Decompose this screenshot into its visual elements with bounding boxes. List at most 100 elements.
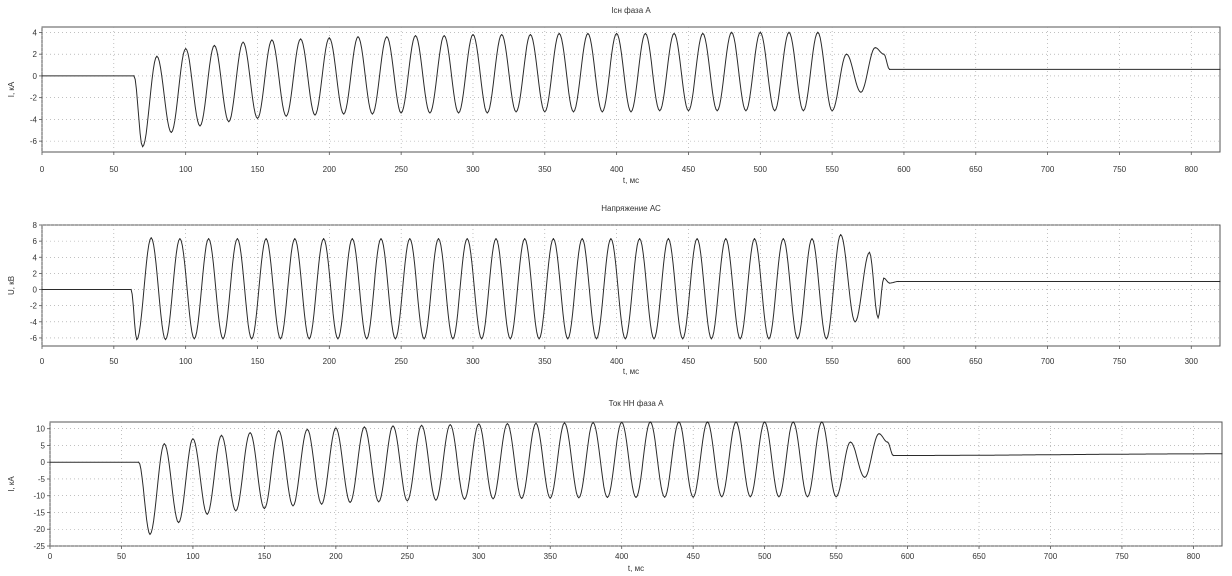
data-point <box>889 68 891 70</box>
x-tick-label: 650 <box>969 357 983 366</box>
data-point <box>521 497 523 499</box>
data-point <box>435 499 437 501</box>
data-point <box>41 75 43 77</box>
data-point <box>449 424 451 426</box>
data-point <box>343 113 345 115</box>
y-tick-label: -2 <box>30 302 38 311</box>
x-tick-label: 200 <box>329 552 343 561</box>
data-point <box>133 75 135 77</box>
x-axis-label: t, мс <box>623 176 639 185</box>
data-point <box>538 338 540 340</box>
x-tick-label: 450 <box>682 165 696 174</box>
x-tick-label: 150 <box>251 165 265 174</box>
x-tick-label: 0 <box>48 552 53 561</box>
data-point <box>458 112 460 114</box>
data-point <box>199 125 201 127</box>
data-point <box>323 238 325 240</box>
data-point <box>1219 68 1221 70</box>
data-point <box>506 423 508 425</box>
data-point <box>351 238 353 240</box>
data-point <box>811 238 813 240</box>
x-axis-label: t, мс <box>623 367 639 376</box>
data-point <box>314 114 316 116</box>
data-point <box>802 110 805 112</box>
data-point <box>164 338 167 341</box>
data-point <box>558 32 560 35</box>
data-point <box>630 111 632 113</box>
data-point <box>492 498 494 500</box>
data-point <box>292 505 294 507</box>
x-tick-label: 650 <box>969 165 983 174</box>
data-point <box>731 31 733 33</box>
x-tick-label: 100 <box>186 552 200 561</box>
x-tick-label: 0 <box>40 357 45 366</box>
data-point <box>710 338 713 340</box>
data-point <box>249 432 251 434</box>
y-tick-label: -4 <box>30 115 38 124</box>
data-point <box>817 31 819 33</box>
chart-title: Ток НН фаза А <box>609 399 664 408</box>
x-tick-label: 400 <box>610 357 624 366</box>
data-point <box>664 496 666 498</box>
data-point <box>601 111 603 113</box>
data-point <box>472 34 474 36</box>
data-point <box>213 44 215 47</box>
data-point <box>860 91 862 93</box>
data-point <box>897 280 899 283</box>
data-point <box>156 55 158 57</box>
x-tick-label: 550 <box>829 552 843 561</box>
y-tick-label: 0 <box>33 286 38 295</box>
data-point <box>220 434 223 436</box>
x-tick-label: 300 <box>1185 357 1199 366</box>
x-tick-label: 800 <box>1187 552 1201 561</box>
data-point <box>142 146 144 148</box>
y-tick-label: -6 <box>30 334 38 343</box>
data-point <box>421 424 423 426</box>
data-point <box>639 238 641 240</box>
x-tick-label: 250 <box>394 165 408 174</box>
y-tick-label: -25 <box>33 542 45 551</box>
data-point <box>328 37 330 39</box>
data-point <box>321 503 323 505</box>
data-point <box>380 238 382 240</box>
data-point <box>149 533 151 535</box>
data-point <box>452 338 454 340</box>
x-tick-label: 800 <box>1185 165 1199 174</box>
data-point <box>256 117 259 119</box>
data-point <box>735 421 737 423</box>
data-point <box>357 36 359 38</box>
data-point <box>486 112 488 114</box>
data-point <box>515 111 517 113</box>
data-point <box>610 238 612 240</box>
data-point <box>549 497 551 499</box>
data-point <box>236 238 238 240</box>
series-line <box>50 421 1222 536</box>
data-point <box>653 338 655 340</box>
data-point <box>501 34 503 36</box>
data-point <box>764 421 766 423</box>
data-point <box>682 338 684 340</box>
y-axis-label: I, кА <box>7 81 16 97</box>
y-tick-label: 4 <box>33 253 38 262</box>
data-point <box>235 510 237 512</box>
plot-frame <box>41 224 1221 347</box>
x-tick-label: 750 <box>1113 357 1127 366</box>
x-tick-label: 700 <box>1041 165 1055 174</box>
data-point <box>481 338 483 340</box>
x-tick-label: 700 <box>1041 357 1055 366</box>
data-point <box>278 430 280 432</box>
x-tick-label: 500 <box>754 357 768 366</box>
data-point <box>1221 453 1223 455</box>
data-point <box>788 31 790 33</box>
data-point <box>294 238 296 240</box>
data-point <box>308 338 310 340</box>
data-point <box>706 421 709 423</box>
data-point <box>635 496 637 498</box>
y-tick-label: 2 <box>33 269 38 278</box>
data-point <box>644 32 647 35</box>
y-tick-label: -4 <box>30 318 38 327</box>
x-tick-label: 600 <box>897 357 911 366</box>
data-point <box>478 423 480 425</box>
data-point <box>892 454 894 457</box>
data-point <box>509 338 511 340</box>
